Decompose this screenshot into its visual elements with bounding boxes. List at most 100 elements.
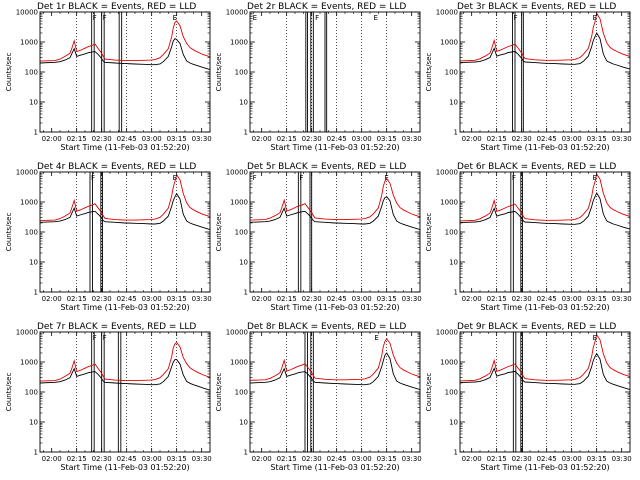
panel-det-2: Det 2r BLACK = Events, RED = LLD E F E 1 10 10… — [215, 2, 422, 152]
x-tick-label: 02:00 — [42, 135, 62, 143]
x-tick-label: 02:30 — [512, 455, 532, 463]
events-series-line — [39, 359, 211, 391]
x-tick-label: 03:00 — [562, 295, 582, 303]
x-tick-label: 02:30 — [302, 135, 322, 143]
x-tick-label: 02:45 — [327, 135, 347, 143]
x-tick-label: 03:00 — [142, 135, 162, 143]
x-tick-label: 02:45 — [117, 455, 137, 463]
x-tick-label: 02:00 — [252, 135, 272, 143]
lld-series-line — [39, 341, 211, 382]
panel-title: Det 6r BLACK = Events, RED = LLD — [457, 162, 616, 172]
y-tick-label: 10000 — [16, 169, 38, 177]
x-tick-label: 02:15 — [487, 135, 507, 143]
y-tick-label: 10000 — [436, 329, 458, 337]
x-tick-label: 03:30 — [402, 135, 422, 143]
plot-frame — [459, 331, 631, 453]
x-tick-label: 02:45 — [117, 135, 137, 143]
x-tick-label: 02:00 — [42, 455, 62, 463]
y-tick-label: 100 — [235, 229, 248, 237]
y-tick-label: 10000 — [436, 169, 458, 177]
x-tick-label: 03:15 — [587, 455, 607, 463]
x-tick-label: 03:00 — [562, 135, 582, 143]
x-tick-label: 02:30 — [512, 135, 532, 143]
y-tick-label: 10000 — [436, 9, 458, 17]
flag-marker: E — [173, 14, 177, 22]
x-tick-label: 02:45 — [537, 135, 557, 143]
x-tick-label: 02:15 — [67, 135, 87, 143]
lld-series-line — [459, 333, 631, 382]
plot-frame — [249, 331, 421, 453]
flag-marker: E — [593, 334, 597, 342]
flag-marker: F — [299, 174, 303, 182]
x-tick-label: 02:15 — [277, 135, 297, 143]
y-tick-label: 100 — [445, 389, 458, 397]
x-axis-label: Start Time (11-Feb-03 01:52:20) — [60, 143, 189, 152]
panel-title: Det 8r BLACK = Events, RED = LLD — [247, 322, 406, 332]
panel-det-5: Det 5r BLACK = Events, RED = LLD F F E 1 10 10… — [215, 162, 422, 312]
y-tick-label: 1000 — [440, 199, 458, 207]
y-tick-label: 10000 — [226, 9, 248, 17]
y-tick-label: 100 — [25, 69, 38, 77]
x-axis-label: Start Time (11-Feb-03 01:52:20) — [60, 463, 189, 472]
flag-marker: E — [593, 14, 597, 22]
lld-series-line — [39, 173, 211, 222]
y-tick-label: 10 — [29, 99, 38, 107]
y-tick-label: 1000 — [20, 39, 38, 47]
x-tick-label: 02:15 — [67, 455, 87, 463]
x-axis-label: Start Time (11-Feb-03 01:52:20) — [480, 463, 609, 472]
x-axis-label: Start Time (11-Feb-03 01:52:20) — [270, 303, 399, 312]
y-axis-label: Counts/sec — [425, 373, 433, 412]
x-tick-label: 03:15 — [377, 295, 397, 303]
plot-frame — [459, 11, 631, 133]
flag-marker: F — [315, 14, 319, 22]
plot-frame — [39, 171, 211, 293]
x-tick-label: 02:45 — [327, 455, 347, 463]
x-tick-label: 03:00 — [142, 455, 162, 463]
y-tick-label: 10 — [449, 99, 458, 107]
events-series-line — [459, 352, 631, 391]
x-axis-label: Start Time (11-Feb-03 01:52:20) — [60, 303, 189, 312]
x-tick-label: 03:15 — [377, 455, 397, 463]
events-series-line — [249, 196, 421, 231]
y-tick-label: 1 — [454, 449, 458, 457]
y-tick-label: 100 — [235, 69, 248, 77]
x-tick-label: 03:30 — [612, 455, 632, 463]
y-axis-label: Counts/sec — [5, 373, 13, 412]
y-tick-label: 100 — [445, 229, 458, 237]
y-tick-label: 1 — [34, 129, 38, 137]
x-axis-label: Start Time (11-Feb-03 01:52:20) — [480, 143, 609, 152]
lld-series-line — [249, 177, 421, 221]
x-tick-label: 02:15 — [487, 295, 507, 303]
x-tick-label: 02:45 — [327, 295, 347, 303]
lld-series-line — [459, 172, 631, 222]
x-tick-label: 03:00 — [352, 295, 372, 303]
x-axis-label: Start Time (11-Feb-03 01:52:20) — [480, 303, 609, 312]
x-tick-label: 02:15 — [277, 295, 297, 303]
x-tick-label: 02:30 — [92, 135, 112, 143]
x-tick-label: 03:00 — [352, 455, 372, 463]
y-tick-label: 100 — [235, 389, 248, 397]
plot-frame — [459, 171, 631, 293]
x-tick-label: 02:00 — [252, 295, 272, 303]
y-tick-label: 1000 — [20, 199, 38, 207]
flag-marker: F — [514, 14, 518, 22]
y-tick-label: 10000 — [226, 169, 248, 177]
x-axis-label: Start Time (11-Feb-03 01:52:20) — [270, 143, 399, 152]
x-tick-label: 02:00 — [462, 135, 482, 143]
x-tick-label: 03:30 — [192, 455, 212, 463]
y-tick-label: 10 — [449, 419, 458, 427]
flag-marker: F — [93, 14, 97, 22]
plot-frame — [249, 11, 421, 133]
y-tick-label: 1000 — [230, 359, 248, 367]
y-tick-label: 1 — [244, 129, 248, 137]
flag-marker: E — [173, 174, 177, 182]
y-tick-label: 10000 — [16, 9, 38, 17]
x-tick-label: 02:45 — [537, 455, 557, 463]
y-tick-label: 10 — [29, 259, 38, 267]
x-tick-label: 03:15 — [167, 295, 187, 303]
x-tick-label: 03:15 — [587, 135, 607, 143]
panel-title: Det 9r BLACK = Events, RED = LLD — [457, 322, 616, 332]
x-tick-label: 02:00 — [462, 295, 482, 303]
y-tick-label: 1 — [34, 449, 38, 457]
y-tick-label: 10 — [29, 419, 38, 427]
